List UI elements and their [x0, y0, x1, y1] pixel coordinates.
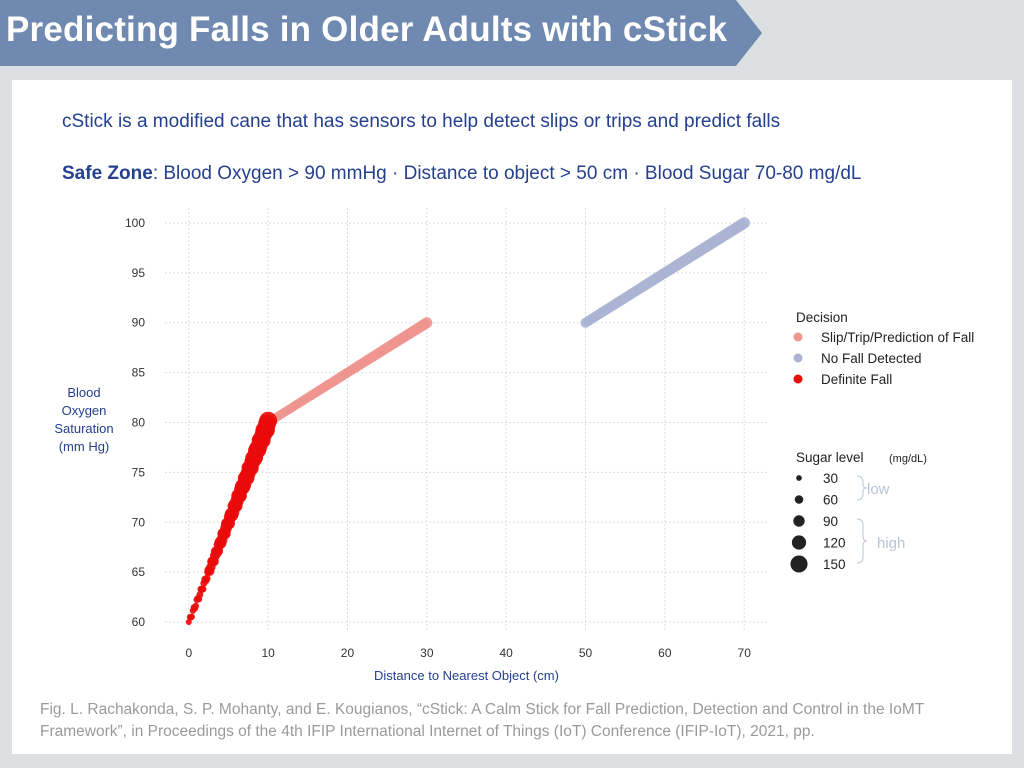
legend-marker	[793, 374, 803, 384]
y-tick-label: 85	[132, 366, 146, 380]
x-axis-label: Distance to Nearest Object (cm)	[374, 668, 559, 683]
y-tick-label: 80	[132, 415, 146, 429]
data-point	[203, 574, 211, 583]
y-tick-label: 70	[132, 515, 146, 529]
x-tick-label: 40	[499, 646, 513, 660]
y-tick-label: 95	[132, 266, 146, 280]
y-tick-label: 60	[132, 615, 146, 629]
data-point	[188, 613, 195, 620]
y-axis-label: Oxygen	[62, 403, 107, 418]
x-tick-label: 20	[341, 646, 355, 660]
x-tick-label: 50	[579, 646, 593, 660]
x-tick-label: 60	[658, 646, 672, 660]
legend-size-title: Sugar level	[796, 450, 864, 465]
low-group-label: low	[867, 481, 890, 498]
low-bracket	[856, 475, 868, 501]
legend-size-label: 60	[823, 493, 838, 508]
page-title: Predicting Falls in Older Adults with cS…	[6, 10, 728, 49]
data-point	[192, 602, 200, 610]
legend-marker	[793, 353, 803, 363]
x-tick-label: 30	[420, 646, 434, 660]
y-tick-label: 65	[132, 565, 146, 579]
legend-size-marker	[791, 535, 807, 550]
banner-shape	[0, 0, 762, 66]
x-tick-label: 0	[185, 646, 192, 660]
legend-label: Slip/Trip/Prediction of Fall	[821, 330, 974, 345]
legend-label: Definite Fall	[821, 372, 892, 387]
y-tick-label: 100	[125, 216, 145, 230]
citation-caption: Fig. L. Rachakonda, S. P. Mohanty, and E…	[40, 701, 924, 740]
data-point	[738, 217, 750, 229]
legend-size-label: 90	[823, 514, 838, 529]
data-point	[259, 411, 278, 430]
safe-zone-label: Safe Zone	[62, 163, 153, 184]
legend-size-marker	[794, 495, 804, 504]
high-group-label: high	[877, 535, 905, 552]
content-card	[12, 80, 1012, 754]
y-tick-label: 90	[132, 316, 146, 330]
x-tick-label: 10	[261, 646, 275, 660]
legend-size-unit: (mg/dL)	[889, 453, 927, 465]
high-bracket	[856, 518, 868, 564]
safe-zone-criteria: : Blood Oxygen > 90 mmHg · Distance to o…	[152, 163, 862, 184]
description-text: cStick is a modified cane that has senso…	[62, 111, 781, 132]
legend-marker	[793, 332, 803, 342]
legend-size-marker	[793, 515, 805, 527]
legend-size-marker	[796, 475, 802, 481]
data-point	[199, 585, 207, 593]
legend-decision-title: Decision	[796, 310, 848, 325]
legend-size-marker	[790, 555, 808, 573]
legend-size-label: 30	[823, 471, 838, 486]
y-axis-label: Saturation	[54, 421, 113, 436]
legend-label: No Fall Detected	[821, 351, 922, 366]
data-point	[421, 317, 433, 329]
title-banner: Predicting Falls in Older Adults with cS…	[0, 0, 762, 66]
y-tick-label: 75	[132, 465, 146, 479]
y-axis-label: (mm Hg)	[59, 439, 110, 454]
safe-zone-text: Safe Zone: Blood Oxygen > 90 mmHg · Dist…	[62, 163, 861, 185]
x-tick-label: 70	[738, 646, 752, 660]
legend-size-label: 120	[823, 536, 846, 551]
y-axis-label: Blood	[67, 385, 100, 400]
legend-size-label: 150	[823, 557, 846, 572]
